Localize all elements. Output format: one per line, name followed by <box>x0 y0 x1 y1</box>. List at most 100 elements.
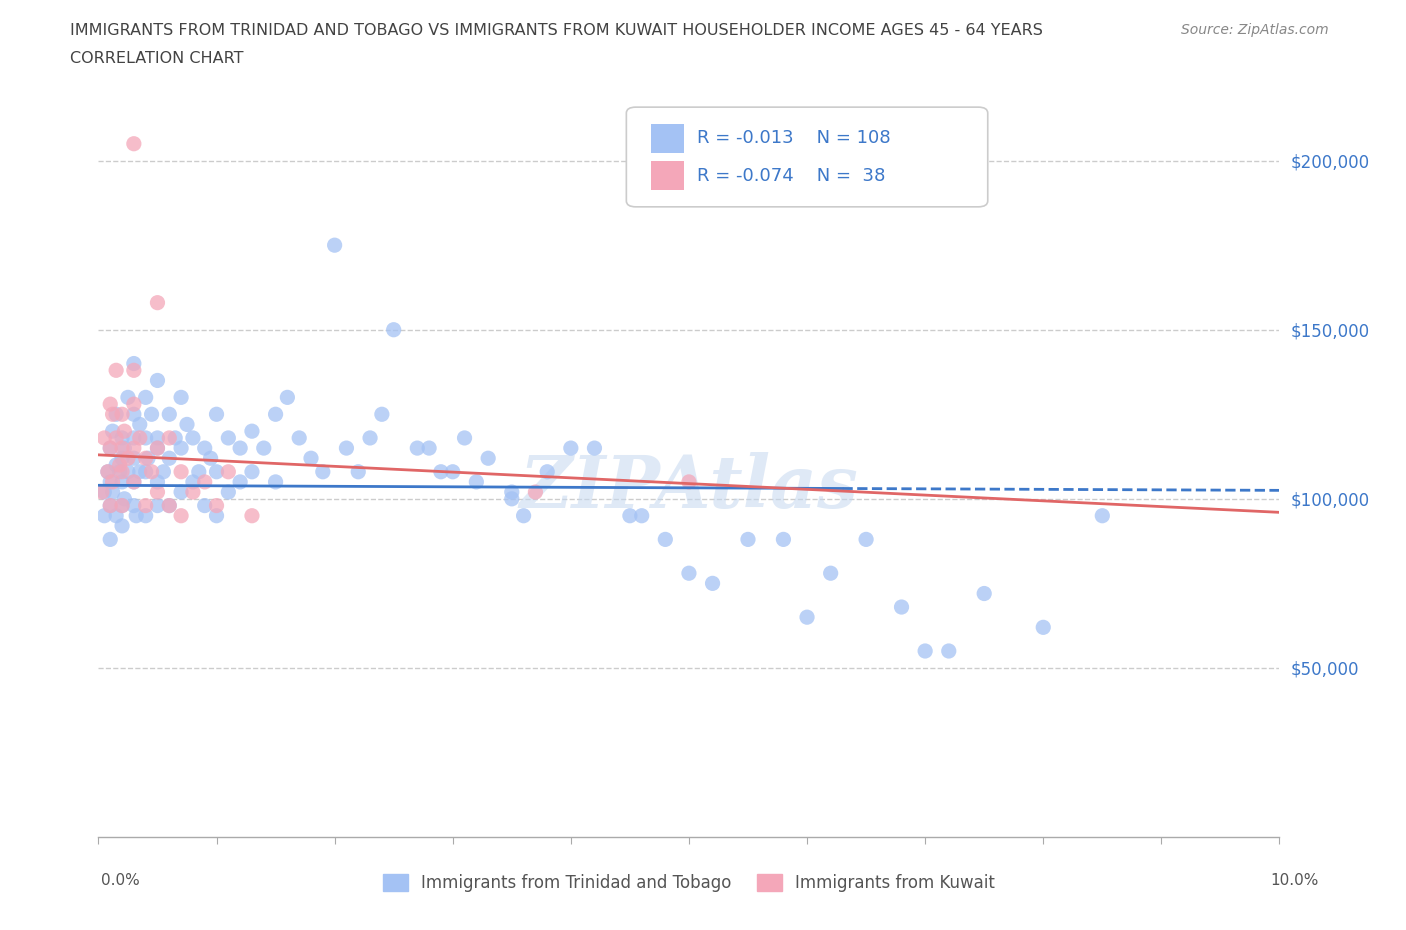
Point <box>512 509 534 524</box>
Point <box>1032 620 1054 635</box>
Point <box>796 610 818 625</box>
Point <box>453 431 475 445</box>
Point <box>146 474 169 489</box>
Bar <box>651 162 685 190</box>
Point <box>170 485 193 499</box>
Point <box>135 509 157 524</box>
Point <box>524 485 547 499</box>
Point <box>938 644 960 658</box>
Point <box>105 458 128 472</box>
Point <box>111 451 134 466</box>
Point <box>359 431 381 445</box>
Text: 0.0%: 0.0% <box>101 873 141 888</box>
Point <box>111 498 134 513</box>
Point <box>157 451 180 466</box>
Point <box>98 498 121 513</box>
Point <box>111 498 134 513</box>
Point <box>135 451 157 466</box>
Point <box>93 431 115 445</box>
Point <box>111 441 134 456</box>
Point <box>205 464 228 479</box>
Point <box>117 464 139 479</box>
Point <box>111 474 134 489</box>
Point <box>125 509 148 524</box>
Point <box>737 532 759 547</box>
Point <box>240 424 263 439</box>
Point <box>264 406 287 421</box>
Point <box>122 441 145 456</box>
Point <box>157 498 180 513</box>
Point <box>501 485 523 499</box>
Point <box>128 431 150 445</box>
Text: IMMIGRANTS FROM TRINIDAD AND TOBAGO VS IMMIGRANTS FROM KUWAIT HOUSEHOLDER INCOME: IMMIGRANTS FROM TRINIDAD AND TOBAGO VS I… <box>70 23 1043 38</box>
Point <box>122 474 145 489</box>
Point <box>194 474 217 489</box>
Point <box>194 441 217 456</box>
Point <box>108 458 131 472</box>
Point <box>205 509 228 524</box>
Text: R = -0.013    N = 108: R = -0.013 N = 108 <box>697 129 891 147</box>
Point <box>217 431 239 445</box>
Point <box>240 464 263 479</box>
Point <box>135 464 157 479</box>
Text: R = -0.074    N =  38: R = -0.074 N = 38 <box>697 166 886 184</box>
Point <box>101 474 124 489</box>
Point <box>772 532 794 547</box>
Point <box>654 532 676 547</box>
Point <box>170 464 193 479</box>
Point <box>122 451 145 466</box>
Point <box>111 431 134 445</box>
Point <box>382 323 405 338</box>
Point <box>205 406 228 421</box>
Point <box>430 464 453 479</box>
Point <box>101 406 124 421</box>
Point <box>108 464 131 479</box>
Point <box>229 441 252 456</box>
Point <box>276 390 298 405</box>
Point <box>170 509 193 524</box>
Point <box>678 474 700 489</box>
Point <box>91 485 114 499</box>
Point <box>181 485 204 499</box>
Point <box>418 441 440 456</box>
Point <box>165 431 187 445</box>
Point <box>501 491 523 506</box>
Point <box>136 451 159 466</box>
Point <box>347 464 370 479</box>
Point <box>820 565 842 580</box>
Text: Source: ZipAtlas.com: Source: ZipAtlas.com <box>1181 23 1329 37</box>
Point <box>465 474 488 489</box>
Point <box>335 441 357 456</box>
Point <box>122 137 145 152</box>
Point <box>477 451 499 466</box>
FancyBboxPatch shape <box>626 107 988 206</box>
Point <box>112 424 135 439</box>
Point <box>98 441 121 456</box>
Point <box>229 474 252 489</box>
Point <box>111 518 134 533</box>
Point <box>122 498 145 513</box>
Point <box>702 576 724 591</box>
Point <box>117 390 139 405</box>
Point <box>217 464 239 479</box>
Point <box>141 464 163 479</box>
Point <box>122 363 145 378</box>
Point <box>299 451 322 466</box>
Point <box>128 464 150 479</box>
Point <box>371 406 394 421</box>
Point <box>973 586 995 601</box>
Point <box>194 498 217 513</box>
Point <box>146 441 169 456</box>
Point <box>157 498 180 513</box>
Point <box>105 406 128 421</box>
Point <box>619 509 641 524</box>
Point <box>97 464 120 479</box>
Point <box>146 485 169 499</box>
Point <box>1091 509 1114 524</box>
Point <box>583 441 606 456</box>
Point <box>101 485 124 499</box>
Point <box>205 498 228 513</box>
Point <box>122 356 145 371</box>
Point <box>855 532 877 547</box>
Point <box>111 406 134 421</box>
